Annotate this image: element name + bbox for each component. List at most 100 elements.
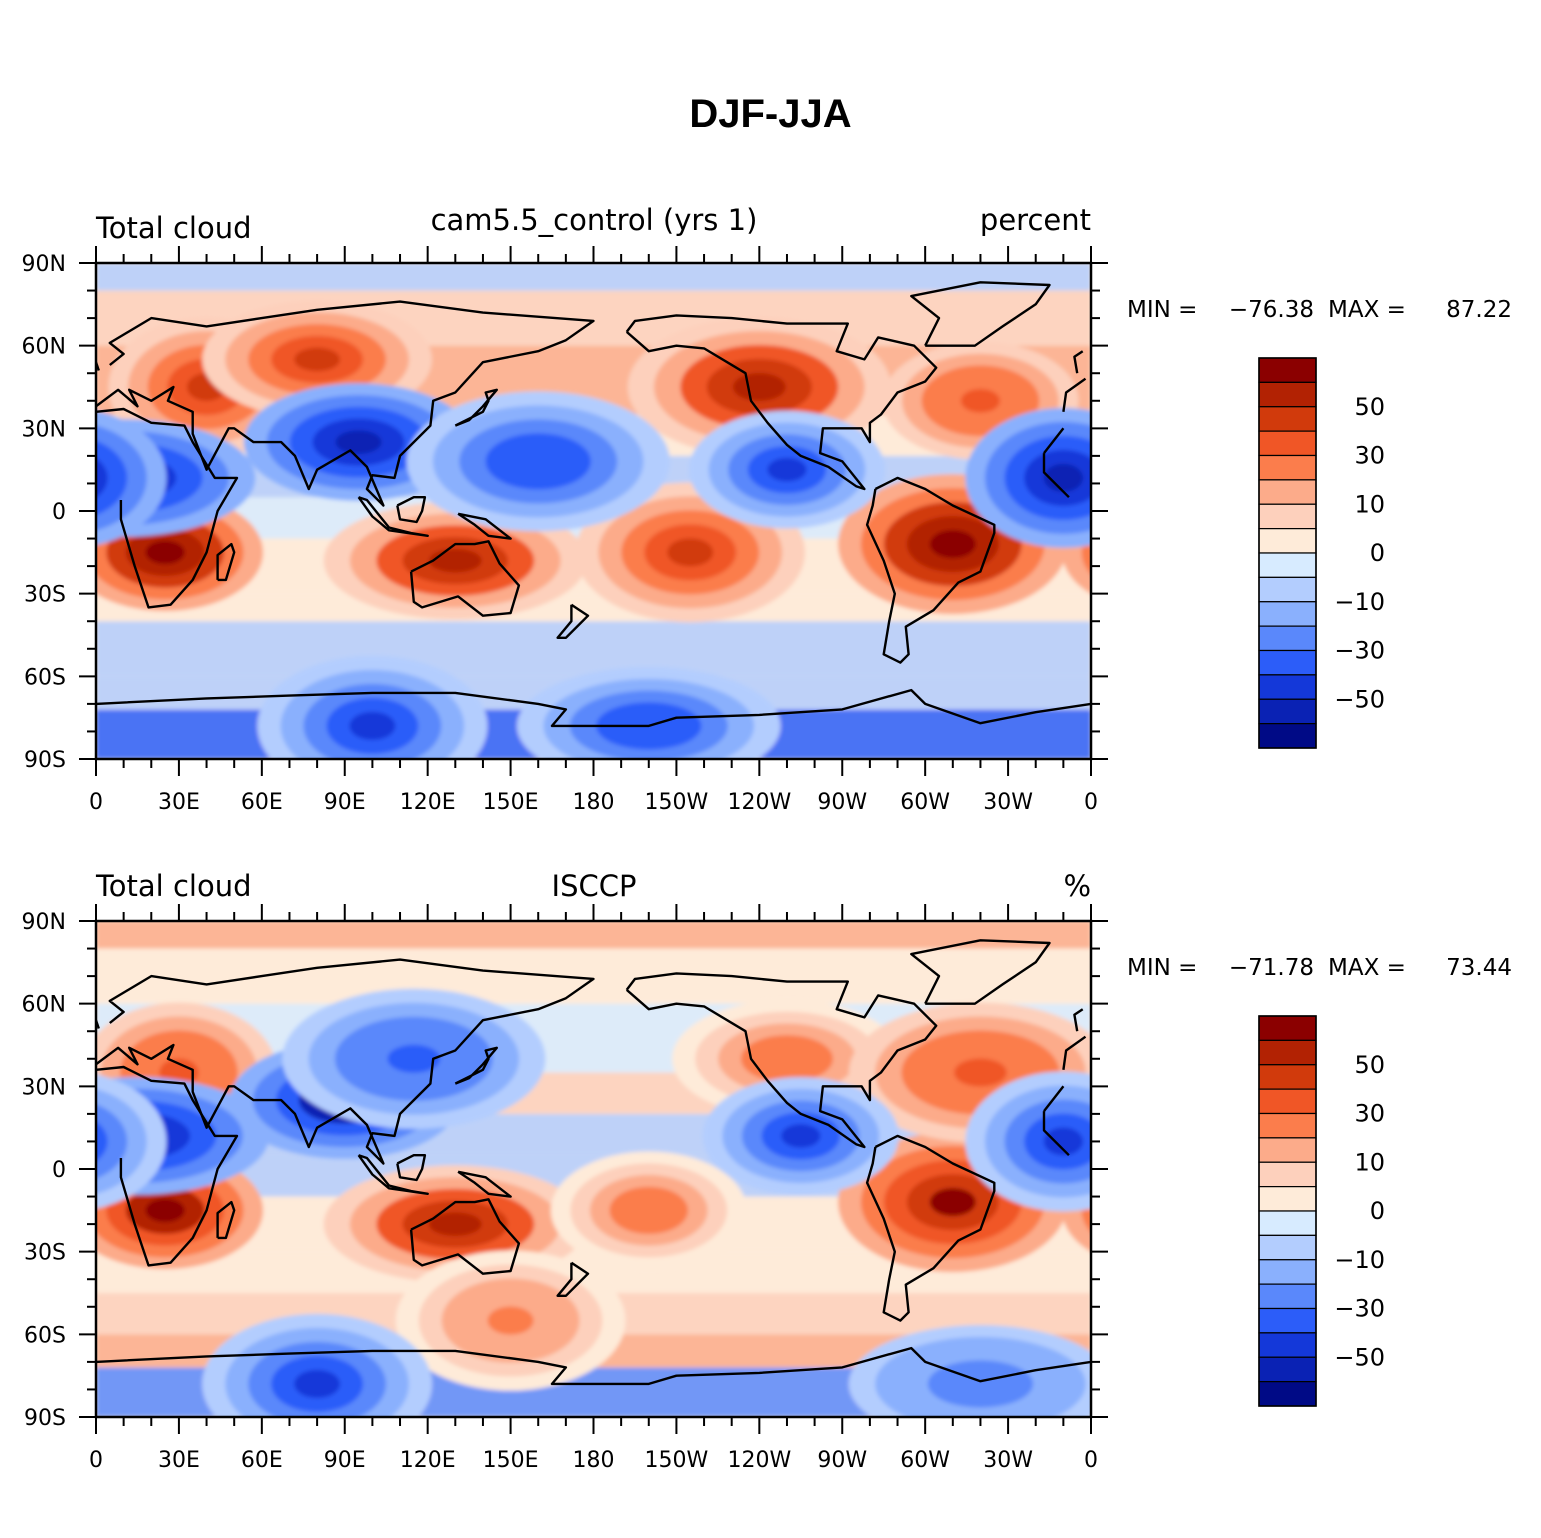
coastline xyxy=(1043,427,1065,454)
coastline xyxy=(96,300,595,507)
min-value: −76.38 xyxy=(1229,297,1314,323)
colorbar-swatch xyxy=(1258,1039,1317,1066)
contour-region xyxy=(1043,463,1083,492)
coastline xyxy=(454,388,498,427)
contour-region xyxy=(96,440,128,515)
contour-region xyxy=(929,530,976,559)
x-tick-label: 90W xyxy=(817,1448,867,1473)
contour-region xyxy=(1079,1121,1091,1151)
contour-region xyxy=(1121,1187,1199,1234)
contour-region xyxy=(1043,1127,1083,1156)
x-tick-label: 150E xyxy=(483,1448,539,1473)
colorbar-swatch xyxy=(1258,479,1317,505)
coastline xyxy=(454,1046,498,1085)
contour-region xyxy=(629,1198,669,1223)
contour-region xyxy=(1106,1124,1159,1148)
x-tick-label: 120W xyxy=(727,1448,791,1473)
colorbar-swatch xyxy=(1258,625,1317,652)
x-tick-label: 180 xyxy=(573,790,615,815)
contour-region xyxy=(145,1198,185,1223)
contour-region xyxy=(349,711,396,740)
colorbar-swatch xyxy=(1258,1186,1317,1212)
contour-region xyxy=(145,540,185,565)
figure-title: DJF-JJA xyxy=(689,92,852,136)
y-tick-label: 30N xyxy=(22,1075,66,1100)
coastline xyxy=(910,939,1051,1005)
colorbar-swatch xyxy=(1258,1356,1317,1383)
coastline xyxy=(216,542,236,582)
colorbar-swatch xyxy=(1258,357,1317,383)
x-tick-label: 0 xyxy=(1084,1448,1098,1473)
colorbar-swatch xyxy=(1258,1381,1317,1407)
colorbar-swatch xyxy=(1258,1088,1317,1115)
colorbar-label: −10 xyxy=(1334,1246,1385,1274)
contour-region xyxy=(1101,1175,1219,1246)
colorbar-frame xyxy=(1258,1015,1317,1407)
colorbar-swatch xyxy=(1258,601,1317,627)
colorbar-swatch xyxy=(1258,1015,1317,1041)
y-tick-label: 0 xyxy=(52,500,66,525)
coastline xyxy=(1042,453,1070,499)
x-tick-label: 0 xyxy=(89,790,103,815)
coastline xyxy=(910,281,1051,347)
colorbar-swatch xyxy=(1258,528,1317,554)
y-tick-label: 90S xyxy=(24,1406,66,1431)
colorbar-label: 30 xyxy=(1354,1100,1385,1128)
x-tick-label: 120E xyxy=(400,1448,456,1473)
y-tick-label: 0 xyxy=(52,1158,66,1183)
y-tick-label: 60N xyxy=(22,335,66,360)
colorbar-label: −50 xyxy=(1334,1343,1385,1371)
x-tick-label: 30W xyxy=(983,790,1033,815)
x-tick-label: 30E xyxy=(158,1448,200,1473)
colorbar-swatch xyxy=(1258,430,1317,457)
x-tick-label: 60W xyxy=(900,790,950,815)
coastline xyxy=(96,1346,1091,1386)
contour-region xyxy=(767,457,807,482)
coastline xyxy=(96,688,1091,728)
coastline xyxy=(396,1153,427,1182)
coastline xyxy=(96,958,595,1165)
x-tick-label: 150W xyxy=(645,1448,709,1473)
coastline xyxy=(396,495,427,524)
panel-top: Total cloud cam5.5_control (yrs 1) perce… xyxy=(22,203,1512,815)
contour-region xyxy=(428,548,482,573)
colorbar-label: −30 xyxy=(1334,637,1385,665)
coastline xyxy=(457,1170,512,1198)
contour-region xyxy=(294,1369,341,1398)
coastline xyxy=(625,314,938,491)
contour-region xyxy=(487,1306,534,1335)
coastline xyxy=(1062,377,1087,412)
y-tick-label: 60N xyxy=(22,993,66,1018)
max-label: MAX = xyxy=(1328,955,1406,981)
colorbar-label: −10 xyxy=(1334,588,1385,616)
colorbar-swatch xyxy=(1258,1161,1317,1188)
y-tick-label: 60S xyxy=(24,665,66,690)
y-tick-label: 30S xyxy=(24,1241,66,1266)
colorbar-swatch xyxy=(1258,1332,1317,1358)
contour-region xyxy=(49,1127,88,1155)
x-tick-label: 120W xyxy=(727,790,791,815)
contour-region xyxy=(49,464,88,492)
contour-region xyxy=(96,1121,108,1162)
map-plot-area xyxy=(49,263,1199,759)
panel-left-title: Total cloud xyxy=(95,211,251,245)
x-tick-label: 0 xyxy=(1084,790,1098,815)
colorbar: 50 30 10 0 −10 −30 −50 xyxy=(1258,357,1385,749)
x-tick-label: 60E xyxy=(241,790,283,815)
panel-bottom: Total cloud ISCCP % 0 30E 60E 90E 120E 150E 18… xyxy=(22,869,1512,1473)
colorbar-swatch xyxy=(1258,1234,1317,1261)
min-label: MIN = xyxy=(1127,297,1197,323)
coastline xyxy=(1062,1035,1087,1070)
coastline xyxy=(1073,1008,1084,1032)
y-tick-label: 30N xyxy=(22,417,66,442)
coastline xyxy=(409,1198,521,1275)
contour-region xyxy=(1121,529,1199,576)
panel-center-title: cam5.5_control (yrs 1) xyxy=(431,203,758,237)
x-tick-label: 0 xyxy=(89,1448,103,1473)
colorbar-swatch xyxy=(1258,1064,1317,1090)
coastline xyxy=(457,512,512,540)
coastline xyxy=(96,407,239,609)
x-tick-label: 150W xyxy=(645,790,709,815)
panel-center-title: ISCCP xyxy=(552,869,637,903)
